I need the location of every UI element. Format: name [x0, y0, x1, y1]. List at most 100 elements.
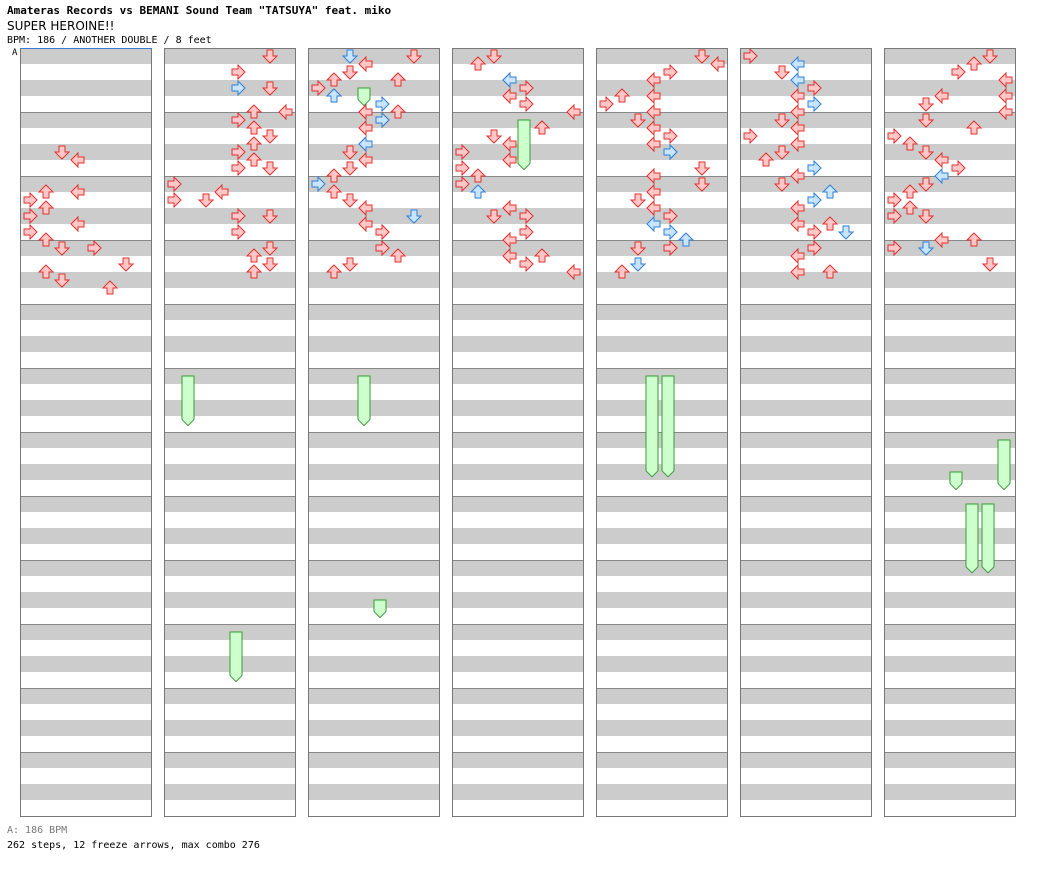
measure-band — [164, 272, 296, 288]
step-arrow — [533, 248, 551, 263]
measure-band — [740, 624, 872, 640]
step-arrow — [790, 103, 805, 121]
step-arrow — [231, 143, 246, 161]
step-arrow — [261, 129, 279, 144]
step-arrow — [917, 209, 935, 224]
measure-band — [740, 528, 872, 544]
measure-band — [596, 80, 728, 96]
step-arrow — [790, 247, 805, 265]
step-arrow — [502, 135, 517, 153]
measure-band — [740, 656, 872, 672]
measure-band — [884, 688, 1016, 704]
step-arrow — [519, 223, 534, 241]
freeze-arrow — [965, 503, 979, 574]
bpm-legend: A: 186 BPM — [7, 825, 68, 836]
bpm-marker: A — [12, 48, 18, 58]
measure-band — [740, 496, 872, 512]
step-arrow — [566, 103, 581, 121]
step-arrow — [405, 49, 423, 64]
step-arrow — [485, 129, 503, 144]
measure-band — [308, 496, 440, 512]
measure-band — [20, 624, 152, 640]
step-arrow — [887, 127, 902, 145]
measure-band — [596, 752, 728, 768]
measure-band — [308, 272, 440, 288]
measure-band — [596, 176, 728, 192]
measure-band — [164, 432, 296, 448]
step-arrow — [389, 72, 407, 87]
step-arrow — [646, 167, 661, 185]
measure-band — [596, 304, 728, 320]
measure-band — [884, 144, 1016, 160]
step-arrow — [917, 97, 935, 112]
step-arrow — [743, 47, 758, 65]
step-arrow — [23, 223, 38, 241]
measure-band — [452, 656, 584, 672]
step-arrow — [23, 191, 38, 209]
step-arrow — [663, 127, 678, 145]
measure-band — [596, 560, 728, 576]
measure-band — [308, 208, 440, 224]
measure-band — [20, 720, 152, 736]
measure-band — [164, 144, 296, 160]
step-arrow — [341, 145, 359, 160]
measure-band — [740, 144, 872, 160]
step-arrow — [261, 161, 279, 176]
measure-band — [884, 752, 1016, 768]
measure-band — [20, 752, 152, 768]
step-arrow — [53, 273, 71, 288]
step-arrow — [887, 207, 902, 225]
measure-band — [20, 48, 152, 64]
step-arrow — [231, 111, 246, 129]
step-arrow — [245, 136, 263, 151]
step-arrow — [629, 257, 647, 272]
step-arrow — [807, 79, 822, 97]
step-arrow — [375, 111, 390, 129]
step-arrow — [325, 184, 343, 199]
measure-band — [452, 304, 584, 320]
measure-band — [20, 80, 152, 96]
measure-band — [308, 112, 440, 128]
step-arrow — [502, 151, 517, 169]
measure-band — [884, 784, 1016, 800]
song-title: SUPER HEROINE!! — [7, 19, 115, 33]
measure-band — [596, 208, 728, 224]
step-arrow — [261, 209, 279, 224]
measure-band — [740, 464, 872, 480]
step-arrow — [375, 239, 390, 257]
freeze-arrow — [357, 375, 371, 427]
step-arrow — [101, 280, 119, 295]
chart-stats: 262 steps, 12 freeze arrows, max combo 2… — [7, 840, 260, 851]
measure-band — [308, 80, 440, 96]
measure-band — [452, 624, 584, 640]
measure-band — [884, 432, 1016, 448]
measure-band — [452, 432, 584, 448]
step-arrow — [358, 119, 373, 137]
measure-band — [452, 368, 584, 384]
measure-band — [596, 112, 728, 128]
step-arrow — [311, 175, 326, 193]
step-arrow — [965, 120, 983, 135]
measure-band — [164, 720, 296, 736]
step-arrow — [261, 241, 279, 256]
measure-band — [308, 560, 440, 576]
measure-band — [20, 464, 152, 480]
measure-band — [596, 624, 728, 640]
measure-band — [740, 560, 872, 576]
step-arrow — [807, 95, 822, 113]
step-arrow — [710, 55, 725, 73]
measure-band — [884, 176, 1016, 192]
step-arrow — [325, 88, 343, 103]
measure-band — [740, 272, 872, 288]
chart-column — [308, 48, 440, 817]
step-arrow — [807, 159, 822, 177]
measure-band — [164, 48, 296, 64]
freeze-arrow — [661, 375, 675, 478]
step-arrow — [358, 199, 373, 217]
step-arrow — [37, 200, 55, 215]
step-arrow — [231, 207, 246, 225]
step-arrow — [455, 143, 470, 161]
step-arrow — [887, 191, 902, 209]
measure-band — [20, 368, 152, 384]
measure-band — [452, 48, 584, 64]
